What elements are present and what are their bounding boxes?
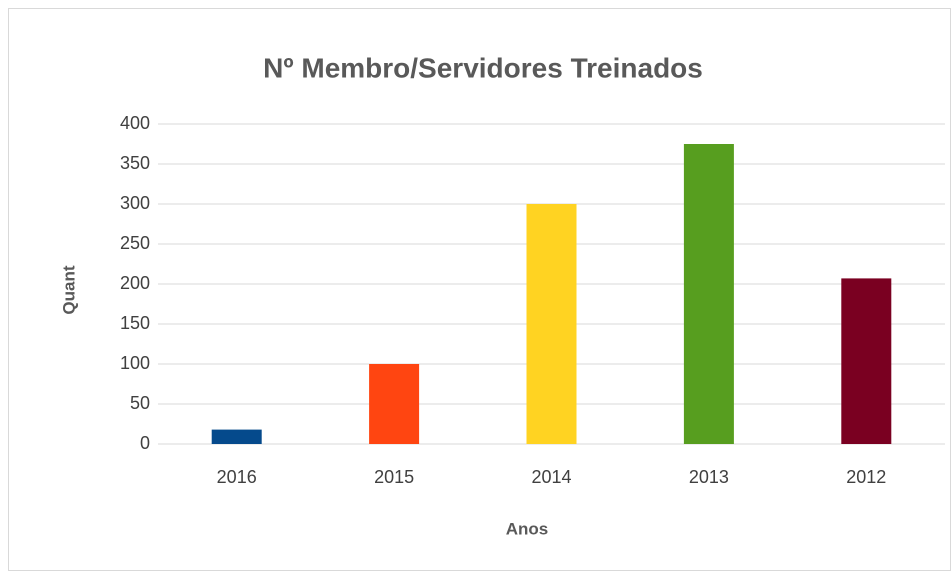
y-tick-label: 50	[130, 393, 150, 413]
x-tick-label: 2013	[689, 467, 729, 487]
y-tick-label: 0	[140, 433, 150, 453]
bar	[211, 429, 262, 444]
y-tick-label: 100	[120, 353, 150, 373]
bar	[369, 364, 420, 444]
bar	[841, 278, 892, 444]
y-tick-label: 200	[120, 273, 150, 293]
x-tick-label: 2015	[374, 467, 414, 487]
bar	[683, 144, 734, 444]
y-tick-label: 250	[120, 233, 150, 253]
y-tick-label: 150	[120, 313, 150, 333]
x-tick-label: 2012	[846, 467, 886, 487]
chart-title: Nº Membro/Servidores Treinados	[263, 52, 703, 83]
bar	[526, 204, 577, 444]
chart-border	[8, 8, 951, 571]
y-tick-label: 350	[120, 153, 150, 173]
y-tick-label: 300	[120, 193, 150, 213]
y-axis-title: Quant	[59, 265, 78, 314]
x-axis-title: Anos	[506, 519, 549, 538]
x-tick-label: 2014	[531, 467, 571, 487]
y-tick-label: 400	[120, 113, 150, 133]
x-tick-label: 2016	[217, 467, 257, 487]
